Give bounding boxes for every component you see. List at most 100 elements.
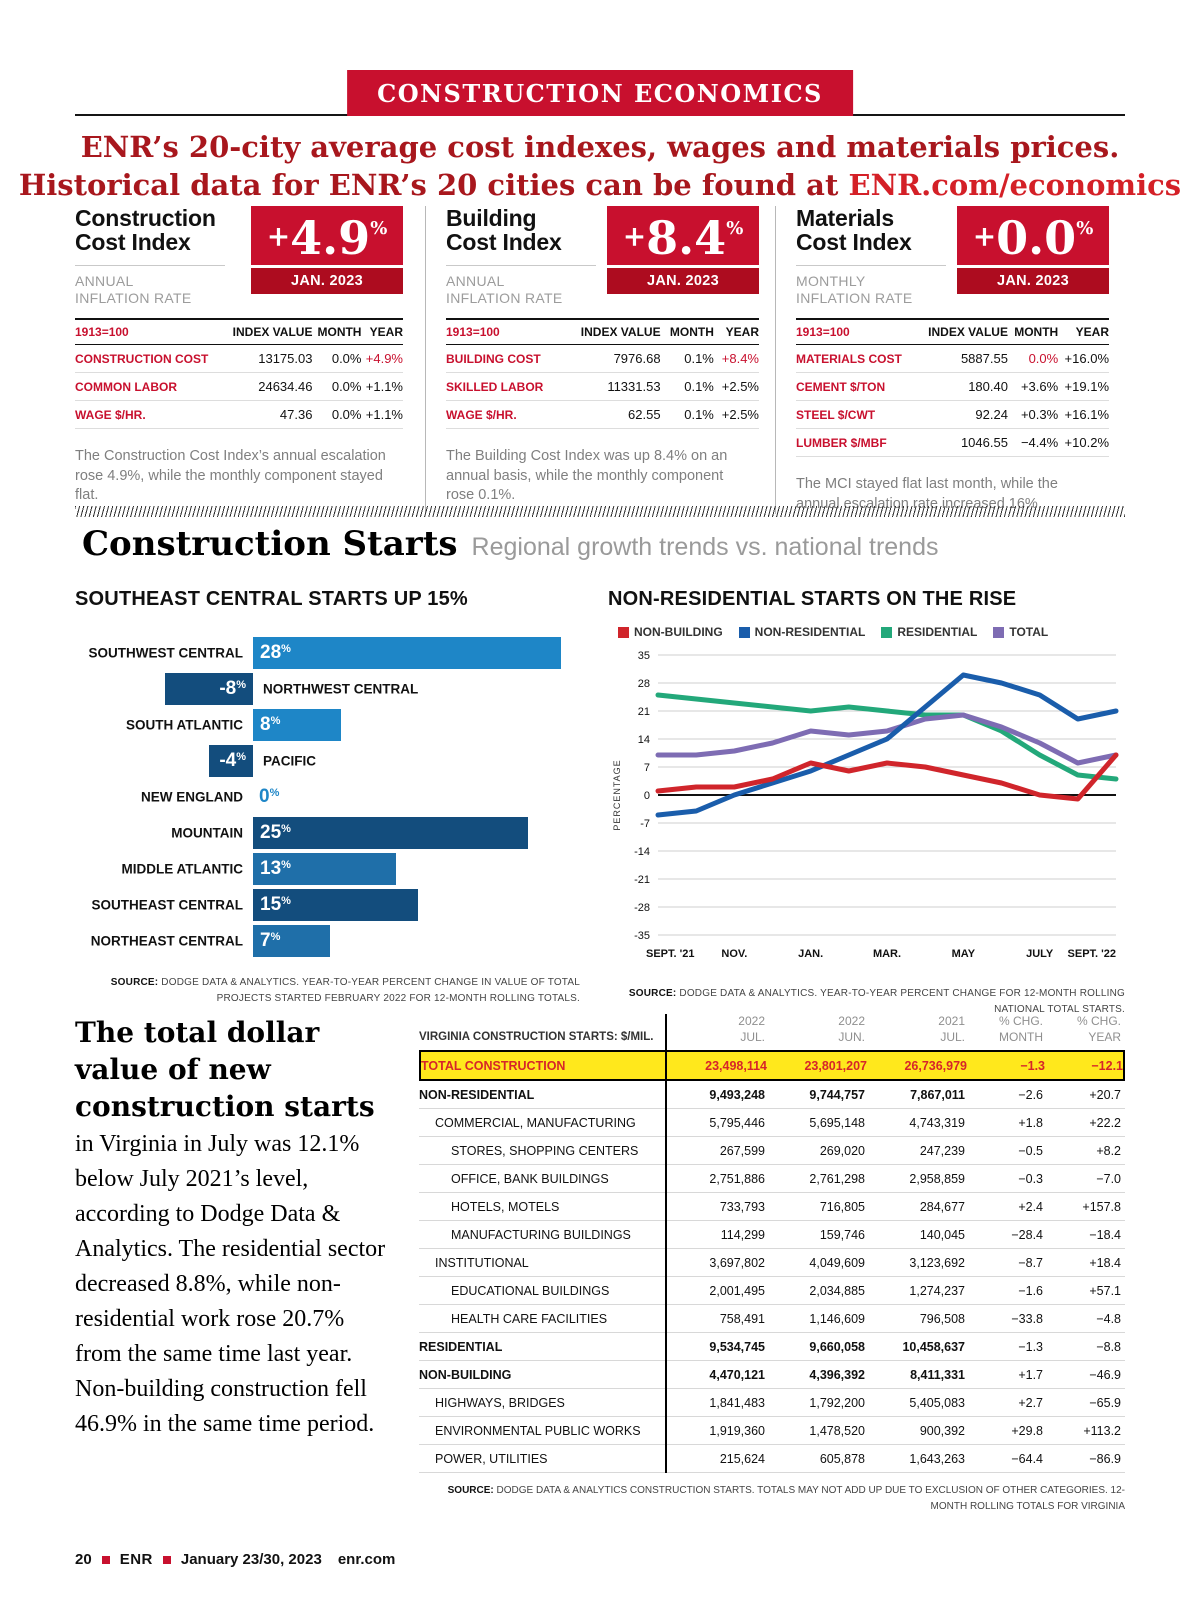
va-value-cell: 23,801,207: [804, 1058, 867, 1073]
virginia-starts-table: VIRGINIA CONSTRUCTION STARTS: $/MIL. 202…: [389, 1014, 1125, 1514]
va-row: INSTITUTIONAL 3,697,802 4,049,609 3,123,692…: [419, 1249, 1125, 1278]
source-label: SOURCE:: [110, 977, 159, 988]
headline-line2: Historical data for ENR’s 20 cities can …: [0, 166, 1200, 204]
economics-link[interactable]: ENR.com/economics: [848, 168, 1182, 203]
site-link[interactable]: enr.com: [337, 1551, 396, 1568]
va-row-label: HOTELS, MOTELS: [451, 1199, 560, 1214]
va-chg-month-cell: +1.8: [1018, 1115, 1043, 1130]
index-table-row: STEEL $/CWT 92.24 +0.3% +16.1%: [796, 400, 1109, 430]
issue-date: January 23/30, 2023: [180, 1551, 322, 1568]
va-value-cell: 1,146,609: [809, 1311, 865, 1326]
va-chg-month-cell: −33.8: [1011, 1311, 1043, 1326]
index-date: JAN. 2023: [251, 265, 403, 294]
va-chg-month-cell: +2.7: [1018, 1395, 1043, 1410]
va-chg-year-cell: +22.2: [1089, 1115, 1121, 1130]
series-non-residential: [655, 672, 1119, 818]
va-value-cell: 758,491: [719, 1311, 765, 1326]
va-chg-year-cell: +157.8: [1082, 1199, 1121, 1214]
index-table-row: CONSTRUCTION COST 13175.03 0.0% +4.9%: [75, 344, 403, 374]
va-col-header: 2021 JUL.: [938, 1014, 965, 1044]
va-value-cell: 215,624: [719, 1451, 765, 1466]
page-headline: ENR’s 20-city average cost indexes, wage…: [0, 128, 1200, 205]
virginia-article: The total dollar value of new constructi…: [75, 1014, 389, 1514]
index-title: Materials Cost Index: [796, 205, 912, 256]
va-value-cell: 2,001,495: [709, 1283, 765, 1298]
red-square-icon: [101, 1555, 110, 1564]
va-row-label: NON-RESIDENTIAL: [419, 1087, 535, 1102]
va-table-source: SOURCE: DODGE DATA & ANALYTICS CONSTRUCT…: [419, 1483, 1125, 1514]
svg-text:-14: -14: [634, 846, 650, 858]
bar: 15%: [253, 889, 418, 921]
va-value-cell: 114,299: [720, 1227, 765, 1242]
va-row: NON-RESIDENTIAL 9,493,248 9,744,757 7,867,0…: [419, 1081, 1125, 1110]
svg-text:21: 21: [638, 706, 650, 718]
svg-text:PERCENTAGE: PERCENTAGE: [612, 759, 622, 830]
svg-text:JAN.: JAN.: [798, 948, 823, 960]
hatch-divider: [75, 506, 1125, 517]
bar-value-label: 7%: [260, 930, 281, 951]
va-value-cell: 247,239: [919, 1143, 965, 1158]
bar: 8%: [253, 709, 341, 741]
bar-row: MOUNTAIN 25%: [75, 817, 580, 849]
inflation-rate-label: MONTHLY INFLATION RATE: [796, 264, 946, 307]
headline-rate-value: +8.4%: [622, 211, 744, 265]
va-value-cell: 716,805: [819, 1199, 865, 1214]
svg-text:14: 14: [638, 734, 650, 746]
bar-category-label: SOUTH ATLANTIC: [126, 717, 243, 733]
svg-text:MAR.: MAR.: [873, 948, 901, 960]
index-table-row: CEMENT $/TON 180.40 +3.6% +19.1%: [796, 372, 1109, 402]
va-row-label: OFFICE, BANK BUILDINGS: [451, 1171, 609, 1186]
index-title: Building Cost Index: [446, 205, 562, 256]
va-chg-month-cell: −64.4: [1011, 1451, 1043, 1466]
page-number: 20: [75, 1551, 92, 1568]
va-value-cell: 2,034,885: [809, 1283, 865, 1298]
legend-item: TOTAL: [993, 625, 1048, 639]
inflation-rate-label: ANNUAL INFLATION RATE: [75, 264, 225, 307]
svg-text:28: 28: [638, 678, 650, 690]
red-square-icon: [162, 1555, 171, 1564]
va-value-cell: 605,878: [819, 1451, 865, 1466]
svg-text:7: 7: [644, 762, 650, 774]
va-value-cell: 9,744,757: [809, 1087, 865, 1102]
section-banner: CONSTRUCTION ECONOMICS: [347, 70, 853, 116]
va-chg-year-cell: −65.9: [1089, 1395, 1121, 1410]
va-row-label: MANUFACTURING BUILDINGS: [451, 1227, 631, 1242]
va-value-cell: 796,508: [919, 1311, 965, 1326]
bar-category-label: SOUTHEAST CENTRAL: [91, 897, 244, 913]
va-chg-month-cell: −0.3: [1018, 1171, 1043, 1186]
legend-swatch-icon: [618, 626, 629, 638]
index-table-row: SKILLED LABOR 11331.53 0.1% +2.5%: [446, 372, 759, 402]
construction-starts-heading: Construction Starts Regional growth trend…: [82, 524, 938, 564]
va-chg-year-cell: +57.1: [1089, 1283, 1121, 1298]
va-row-label: NON-BUILDING: [419, 1367, 512, 1382]
va-row: HEALTH CARE FACILITIES 758,491 1,146,609 79…: [419, 1305, 1125, 1334]
svg-text:-35: -35: [634, 930, 650, 942]
index-table-row: MATERIALS COST 5887.55 0.0% +16.0%: [796, 344, 1109, 374]
va-value-cell: 5,695,148: [809, 1115, 865, 1130]
article-lead: The total dollar value of new constructi…: [75, 1016, 375, 1123]
va-chg-year-cell: +20.7: [1089, 1087, 1121, 1102]
va-value-cell: 2,751,886: [709, 1171, 765, 1186]
headline-line2-text: Historical data for ENR’s 20 cities can …: [18, 168, 849, 203]
va-value-cell: 5,405,083: [909, 1395, 965, 1410]
index-boxes: Construction Cost Index ANNUAL INFLATION RA…: [75, 205, 1125, 515]
source-text: DODGE DATA & ANALYTICS. YEAR-TO-YEAR PER…: [158, 977, 580, 1004]
starts-subtitle: Regional growth trends vs. national tren…: [471, 533, 939, 561]
va-value-cell: 900,392: [919, 1423, 965, 1438]
va-chg-year-cell: −18.4: [1089, 1227, 1121, 1242]
va-chg-year-cell: +113.2: [1083, 1423, 1121, 1438]
bar-value-label: 8%: [260, 714, 281, 735]
index-box-building-cost-index: Building Cost Index ANNUAL INFLATION RATE +8…: [425, 206, 775, 515]
headline-line1: ENR’s 20-city average cost indexes, wage…: [80, 130, 1120, 164]
va-value-cell: 733,793: [719, 1199, 765, 1214]
legend-item: NON-BUILDING: [618, 625, 723, 639]
va-row-label: POWER, UTILITIES: [435, 1451, 548, 1466]
index-box-titles: Construction Cost Index ANNUAL INFLATION RA…: [75, 206, 225, 306]
headline-rate-box: +8.4% JAN. 2023: [607, 206, 759, 294]
legend-swatch-icon: [881, 626, 893, 638]
svg-text:0: 0: [644, 790, 650, 802]
national-line-chart: NON-RESIDENTIAL STARTS ON THE RISE NON-B…: [580, 588, 1125, 1017]
va-chg-month-cell: −1.3: [1020, 1058, 1045, 1073]
index-box-header: Building Cost Index ANNUAL INFLATION RATE +8…: [446, 206, 759, 306]
va-chg-month-cell: −1.3: [1018, 1339, 1043, 1354]
